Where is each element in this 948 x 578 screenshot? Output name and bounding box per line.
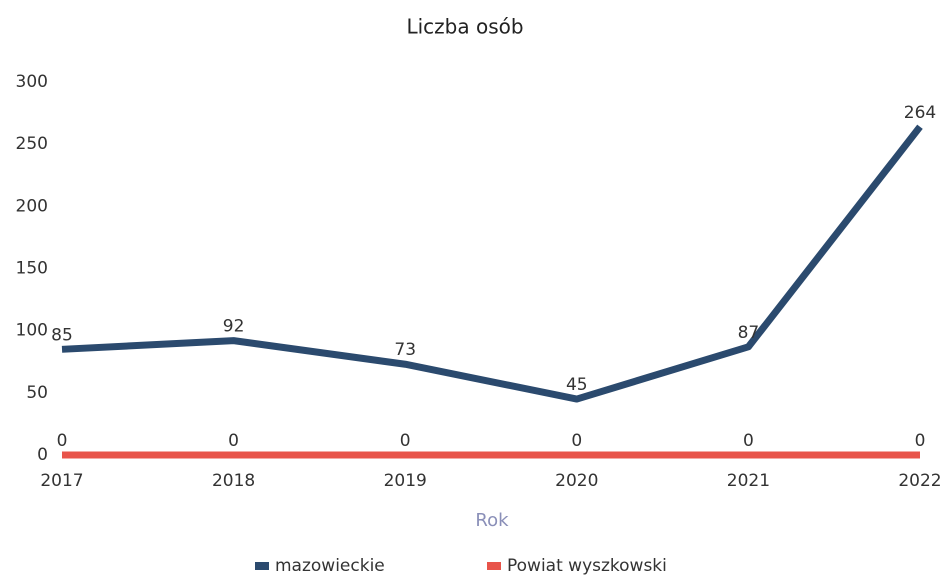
x-tick-label: 2017 [40,471,83,491]
x-tick-label: 2022 [898,471,941,491]
data-label: 87 [738,323,760,343]
legend-label: mazowieckie [275,556,385,576]
legend-swatch [255,562,269,570]
y-tick-label: 300 [16,72,48,92]
data-label: 0 [400,431,411,451]
y-tick-label: 0 [37,445,48,465]
line-series [61,124,923,403]
legend-swatch [487,562,501,570]
legend-label: Powiat wyszkowski [507,556,667,576]
x-axis-title: Rok [475,510,509,531]
x-tick-label: 2018 [212,471,255,491]
data-label: 0 [571,431,582,451]
y-tick-label: 100 [16,321,48,341]
y-tick-label: 50 [26,383,48,403]
data-label: 85 [51,325,73,345]
data-label: 0 [915,431,926,451]
data-label: 0 [743,431,754,451]
data-label: 92 [223,317,245,337]
data-label: 45 [566,375,588,395]
y-tick-label: 200 [16,196,48,216]
data-label: 73 [394,340,416,360]
chart-title: Liczba osób [406,15,523,39]
data-label: 0 [228,431,239,451]
x-tick-label: 2020 [555,471,598,491]
data-label: 0 [57,431,68,451]
x-tick-label: 2019 [384,471,427,491]
data-label: 264 [904,103,936,123]
y-tick-label: 250 [16,134,48,154]
x-tick-label: 2021 [727,471,770,491]
y-tick-label: 150 [16,259,48,279]
